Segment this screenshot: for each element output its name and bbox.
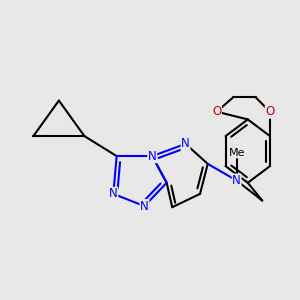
Text: O: O: [212, 105, 221, 118]
Text: N: N: [140, 200, 149, 213]
Text: N: N: [148, 150, 157, 163]
Text: N: N: [232, 174, 241, 187]
Text: Me: Me: [228, 148, 245, 158]
Text: N: N: [181, 137, 190, 150]
Text: N: N: [109, 188, 118, 200]
Text: O: O: [266, 105, 274, 118]
